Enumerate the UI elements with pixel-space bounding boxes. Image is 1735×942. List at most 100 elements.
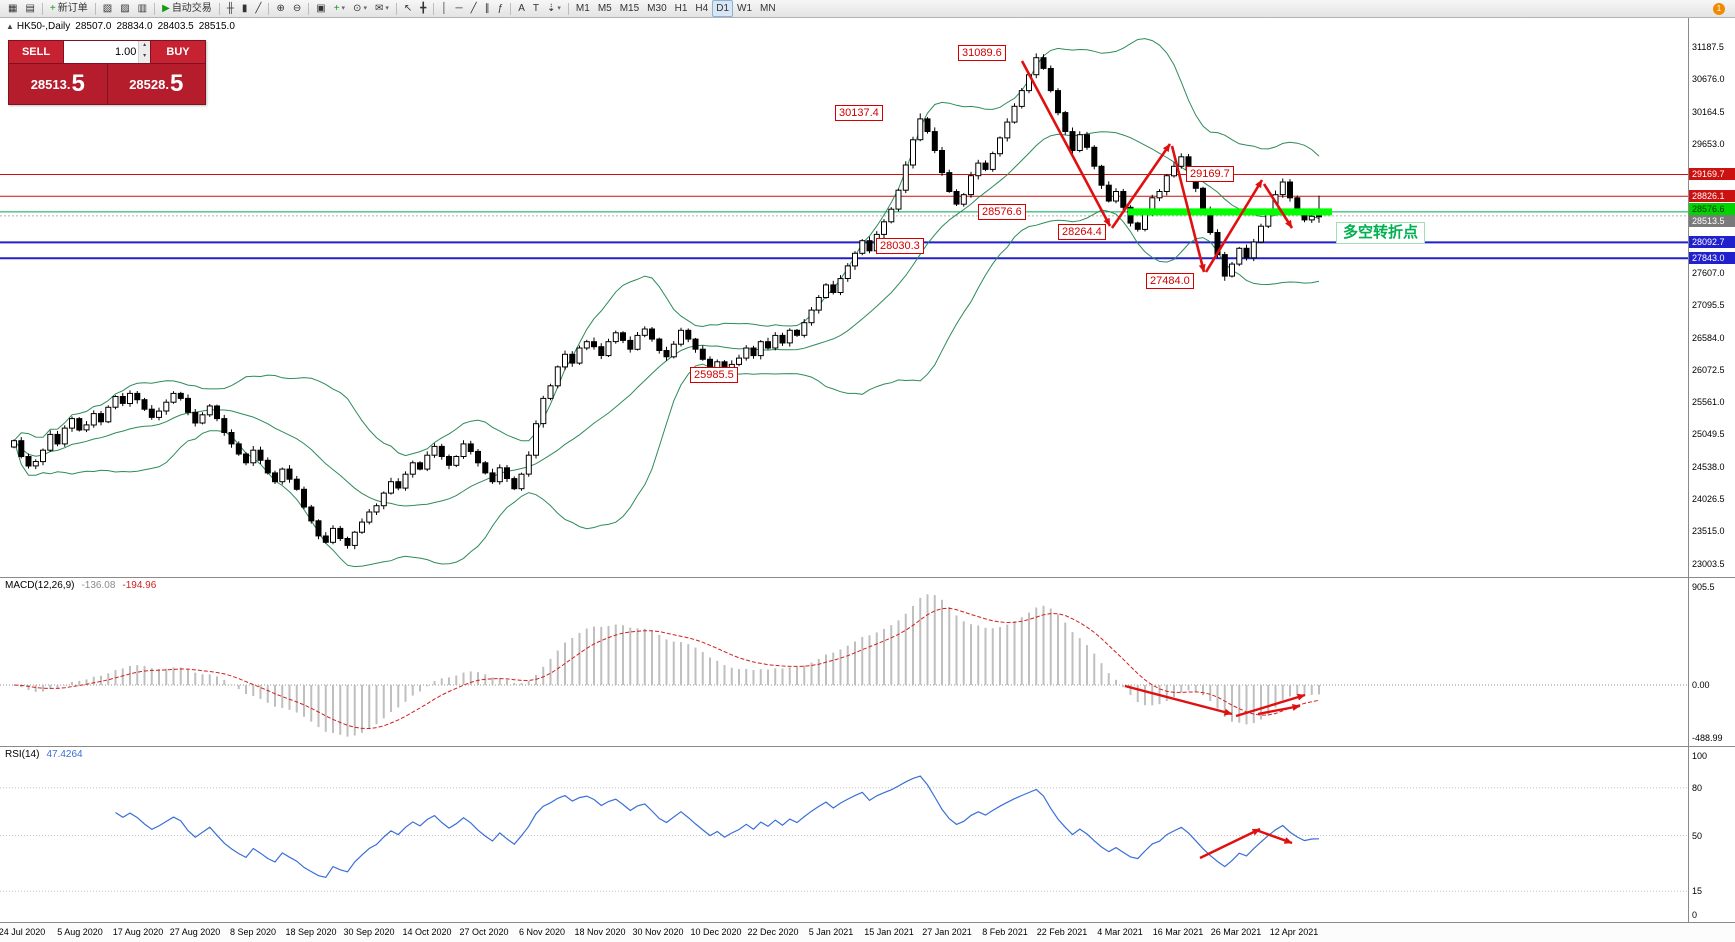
zoom-out-button[interactable]: ⊖ [289,0,305,17]
price-annotation[interactable]: 25985.5 [690,367,738,383]
templates-icon: ✉ [374,2,384,14]
market-watch-button[interactable]: ▧ [99,0,116,17]
ohlc-low: 28403.5 [157,21,194,32]
main-chart-canvas[interactable] [0,18,1688,577]
candlestick-series[interactable] [11,53,1322,550]
horizontal-line-button[interactable]: ─ [452,0,467,17]
volume-decrease-button[interactable]: ▾ [139,52,150,63]
tf-d1-button[interactable]: D1 [712,0,734,17]
price-annotation[interactable]: 28264.4 [1058,224,1106,240]
zoom-in-button[interactable]: ⊕ [272,0,288,17]
chevron-down-icon: ▾ [341,5,346,12]
axis-date-label: 5 Jan 2021 [808,927,854,937]
horizontal-lines[interactable] [0,174,1688,260]
candlestick-mode-icon: ▮ [241,2,248,14]
axis-price-tick: 25561.0 [1692,397,1725,407]
templates-button[interactable]: ✉ ▾ [371,0,393,17]
panel-separator[interactable] [0,577,1735,578]
axis-price-tick: 25049.5 [1692,429,1725,439]
axis-rsi-tick: 100 [1692,751,1708,761]
tf-m30-button[interactable]: M30 [643,0,670,17]
periods-button[interactable]: ⊙ ▾ [349,0,371,17]
tf-m1-button[interactable]: M1 [572,0,594,17]
line-chart-mode-button[interactable]: ╱ [251,0,265,17]
rsi-arrows[interactable] [1199,827,1293,860]
ohlc-close: 28515.0 [198,21,235,32]
indicators-add-button[interactable]: + ▾ [330,0,349,17]
tf-w1-button[interactable]: W1 [733,0,756,17]
price-annotation[interactable]: 30137.4 [835,105,883,121]
tf-h1-button[interactable]: H1 [671,0,692,17]
auto-trading-button[interactable]: ▶ 自动交易 [158,0,216,17]
new-order-button[interactable]: + 新订单 [46,0,92,17]
axis-rsi-tick: 50 [1692,831,1703,841]
tf-m15-button[interactable]: M15 [616,0,643,17]
tf-m5-button[interactable]: M5 [594,0,616,17]
price-annotation[interactable]: 28030.3 [876,238,924,254]
sell-button[interactable]: SELL [9,41,63,63]
tf-w1-label: W1 [737,2,753,14]
macd-signal-line[interactable] [13,607,1320,730]
fibonacci-icon: ƒ [497,2,504,14]
auto-trading-label: 自动交易 [171,2,212,14]
line-chart-mode-icon: ╱ [255,2,262,14]
cursor-button[interactable]: ↖ [400,0,416,17]
arrows-tool-button[interactable]: ⇣ ▾ [543,0,565,17]
vertical-line-button[interactable]: │ [437,0,451,17]
equidistant-channel-button[interactable]: ∥ [481,0,494,17]
tf-m15-label: M15 [619,2,640,14]
price-annotation[interactable]: 27484.0 [1146,273,1194,289]
price-annotation[interactable]: 28576.6 [978,204,1026,220]
candlestick-mode-button[interactable]: ▮ [238,0,252,17]
terminal-button[interactable]: ▥ [134,0,151,17]
buy-button[interactable]: BUY [151,41,205,63]
axis-price-tick: 30676.0 [1692,74,1725,84]
bar-chart-mode-button[interactable]: ╫ [223,0,238,17]
axis-date-label: 27 Oct 2020 [459,927,509,937]
crosshair-button[interactable]: ╋ [416,0,430,17]
rsi-label: RSI(14) [5,749,40,760]
axis-date-label: 30 Sep 2020 [343,927,395,937]
text-label-button[interactable]: T [529,0,543,17]
axis-date-label: 17 Aug 2020 [112,927,164,937]
price-annotation[interactable]: 29169.7 [1186,166,1234,182]
macd-histogram[interactable] [14,594,1320,737]
trendline-button[interactable]: ╱ [467,0,481,17]
axis-price-tag: 28513.5 [1689,215,1735,227]
macd-panel-canvas[interactable] [0,577,1688,746]
bollinger-middle-band[interactable] [13,131,1320,507]
volume-increase-button[interactable]: ▴ [139,41,150,52]
buy-price[interactable]: 28528. 5 [107,64,205,104]
axis-price-tag: 29169.7 [1689,168,1735,180]
trend-arrows[interactable] [1020,60,1294,273]
one-click-toggle-icon[interactable]: ▲ [6,22,14,31]
price-annotation[interactable]: 31089.6 [958,45,1006,61]
text-button[interactable]: A [514,0,529,17]
turning-point-note[interactable]: 多空转折点 [1336,222,1426,244]
sell-price[interactable]: 28513. 5 [9,64,108,104]
price-scale[interactable]: 31187.530676.030164.529653.029141.528630… [1688,18,1735,922]
bollinger-lower-band[interactable] [13,209,1320,568]
panel-separator[interactable] [0,746,1735,747]
tf-h4-button[interactable]: H4 [691,0,712,17]
navigator-button[interactable]: ▨ [116,0,133,17]
rsi-panel-canvas[interactable] [0,746,1688,922]
tile-windows-button[interactable]: ▣ [312,0,329,17]
volume-stepper: ▴ ▾ [138,41,150,63]
volume-input[interactable] [64,41,139,63]
macd-label: MACD(12,26,9) [5,580,75,591]
macd-arrows[interactable] [1124,684,1306,718]
text-label-icon: T [532,2,539,14]
volume-box: ▴ ▾ [63,41,151,63]
fibonacci-button[interactable]: ƒ [494,0,508,17]
time-axis[interactable]: 24 Jul 2020 5 Aug 2020 17 Aug 2020 27 Aug 2… [0,922,1735,942]
chart-profiles-button[interactable]: ▤ [21,0,38,17]
rsi-line[interactable] [115,775,1320,878]
market-watch-icon: ▧ [102,2,113,14]
new-chart-button[interactable]: ▦ [4,0,21,17]
bollinger-upper-band[interactable] [13,38,1320,457]
notifications-badge[interactable]: 1 [1713,2,1725,15]
axis-date-label: 10 Dec 2020 [690,927,742,937]
tf-mn-button[interactable]: MN [756,0,780,17]
